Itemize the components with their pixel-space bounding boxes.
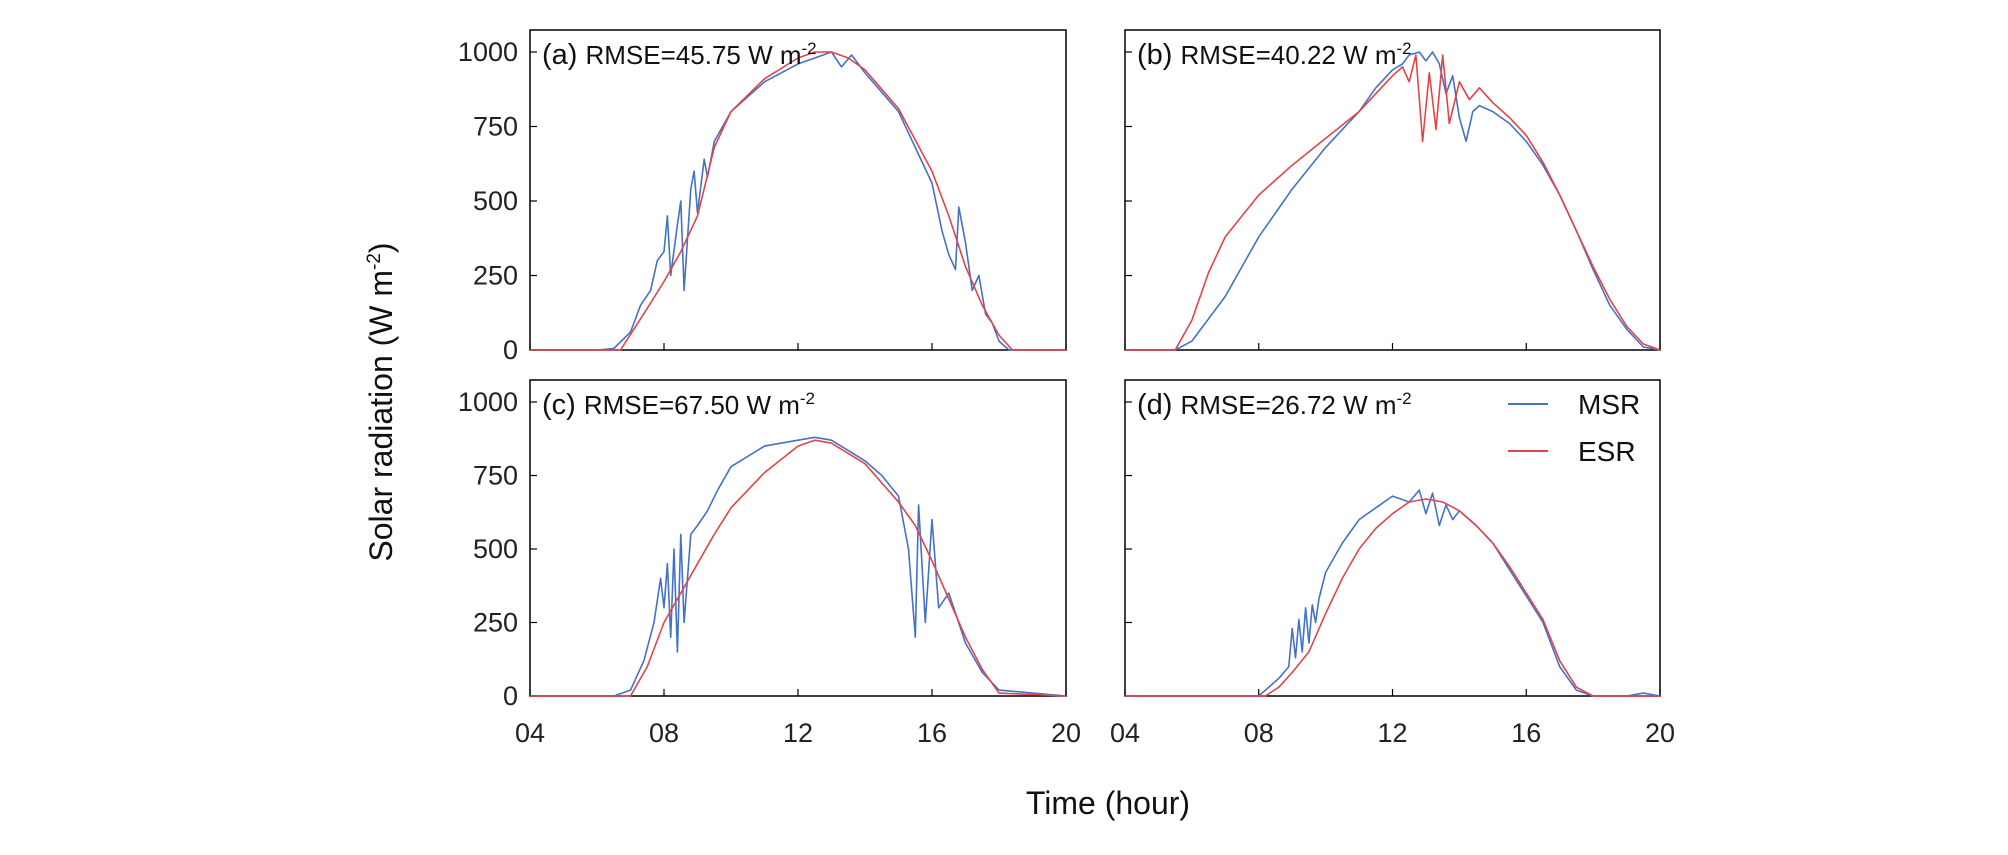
panel-d: 04 08 12 16 20 (d) RMSE=26.72 W m-2 (1110, 379, 1675, 748)
x-tick-label: 16 (1511, 718, 1541, 748)
x-tick-label: 12 (1377, 718, 1407, 748)
x-tick-label: 12 (783, 718, 813, 748)
y-tick-label: 500 (473, 186, 518, 216)
x-tick-label: 20 (1051, 718, 1081, 748)
series-line-msr (1125, 489, 1661, 697)
x-tick-label: 08 (1244, 718, 1274, 748)
rmse-text: RMSE=40.22 W m (1181, 40, 1397, 70)
rmse-text: RMSE=45.75 W m (586, 40, 802, 70)
series-line-msr (1125, 51, 1661, 351)
rmse-unit-sup: -2 (802, 39, 817, 58)
rmse-unit-sup: -2 (800, 389, 815, 408)
y-tick-label: 1000 (458, 387, 518, 417)
x-tick-label: 04 (515, 718, 545, 748)
y-tick-label: 500 (473, 534, 518, 564)
panel-b: (b) RMSE=40.22 W m-2 (1124, 29, 1661, 351)
x-tick-label: 04 (1110, 718, 1140, 748)
y-tick-label: 250 (473, 608, 518, 638)
panel-a: 0 250 500 750 1000 (a) RMSE=45.75 W m-2 (458, 29, 1067, 365)
y-axis-label-close: ) (363, 242, 399, 253)
y-tick-label: 0 (503, 335, 518, 365)
rmse-unit-sup: -2 (1397, 39, 1412, 58)
panel-annotation: (d) RMSE=26.72 W m-2 (1137, 389, 1412, 421)
panel-frame (529, 29, 1067, 351)
series-line-esr (530, 439, 1067, 697)
rmse-text: RMSE=26.72 W m (1181, 390, 1397, 420)
series-line-esr (530, 51, 1066, 351)
y-tick-label: 1000 (458, 37, 518, 67)
panel-label: (d) (1137, 389, 1181, 421)
y-tick-label: 250 (473, 261, 518, 291)
y-axis-label-sup: -2 (364, 253, 385, 270)
panel-label: (a) (542, 39, 586, 71)
panel-annotation: (a) RMSE=45.75 W m-2 (542, 39, 817, 71)
y-axis-label-main: Solar radiation (W m (363, 270, 399, 562)
series-line-msr (530, 436, 1067, 697)
series-line-esr (1125, 54, 1661, 351)
panel-c: 0 250 500 750 1000 04 08 12 16 20 (c) RMSE=67.50 W… (458, 379, 1081, 748)
y-axis-label: Solar radiation (W m-2) (363, 242, 399, 561)
legend-label-esr: ESR (1578, 436, 1636, 467)
panel-frame (1124, 29, 1661, 351)
panel-label: (b) (1137, 39, 1181, 71)
y-tick-label: 0 (503, 681, 518, 711)
rmse-text: RMSE=67.50 W m (584, 390, 800, 420)
series-line-esr (1125, 498, 1660, 697)
panel-frame (529, 379, 1067, 697)
series-line-msr (530, 51, 1066, 351)
y-tick-label: 750 (473, 112, 518, 142)
x-tick-label: 20 (1645, 718, 1675, 748)
y-tick-label: 750 (473, 461, 518, 491)
panel-annotation: (c) RMSE=67.50 W m-2 (542, 389, 815, 421)
panel-annotation: (b) RMSE=40.22 W m-2 (1137, 39, 1412, 71)
panel-label: (c) (542, 389, 584, 421)
rmse-unit-sup: -2 (1397, 389, 1412, 408)
x-axis-label: Time (hour) (1026, 785, 1190, 821)
legend: MSR ESR (1508, 389, 1640, 467)
x-tick-label: 16 (917, 718, 947, 748)
x-tick-label: 08 (649, 718, 679, 748)
legend-label-msr: MSR (1578, 389, 1640, 420)
panel-frame (1124, 379, 1661, 697)
